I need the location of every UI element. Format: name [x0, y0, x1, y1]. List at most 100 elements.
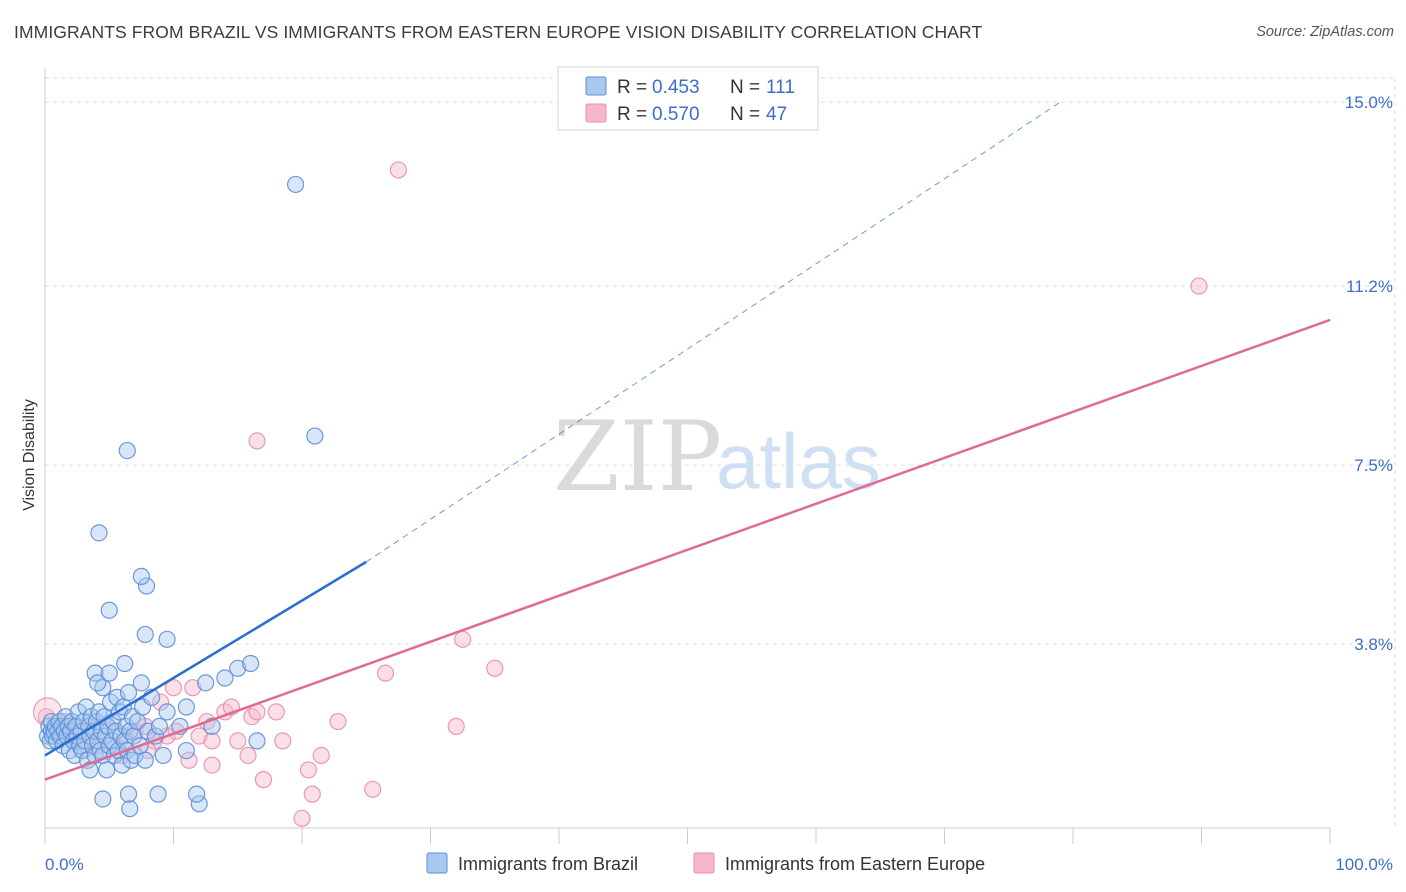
brazil-point — [132, 567, 150, 585]
watermark: ZIP atlas — [553, 401, 881, 513]
y-tick-label: 11.2% — [1346, 277, 1393, 296]
brazil-point — [149, 785, 167, 803]
brazil-point — [40, 717, 58, 735]
eastern-europe-trend-line — [44, 318, 1331, 781]
x-tick-label-min: 0.0% — [45, 855, 84, 874]
brazil-trend-line — [44, 560, 367, 757]
source-credit: Source: ZipAtlas.com — [1256, 24, 1394, 40]
brazil-point — [150, 717, 168, 735]
brazil-trend-extension — [365, 101, 1061, 563]
eastern-europe-point — [152, 693, 170, 711]
brazil-point — [94, 790, 112, 808]
brazil-point — [229, 659, 247, 677]
legend-n-label-brazil: N = — [730, 77, 760, 98]
bottom-legend-swatch-eastern-europe — [693, 852, 715, 874]
brazil-point — [137, 577, 156, 595]
brazil-point — [116, 732, 134, 750]
legend-n-label-eastern-europe: N = — [730, 104, 760, 125]
brazil-point — [118, 441, 136, 460]
eastern-europe-point — [164, 679, 183, 697]
bottom-legend: Immigrants from Brazil Immigrants from E… — [426, 852, 985, 874]
brazil-point — [132, 674, 150, 692]
legend-n-value-eastern-europe: 47 — [766, 104, 787, 125]
bottom-legend-swatch-brazil — [426, 852, 448, 874]
brazil-point — [90, 703, 108, 721]
eastern-europe-point — [1190, 277, 1208, 295]
legend-r-value-brazil: 0.453 — [652, 77, 700, 98]
tick-labels: 3.8% 7.5% 11.2% 15.0% 0.0% 100.0% — [45, 93, 1393, 874]
brazil-point — [216, 669, 234, 687]
trend-lines — [44, 101, 1331, 781]
brazil-point — [94, 679, 112, 697]
eastern-europe-point — [312, 746, 330, 765]
chart-title: IMMIGRANTS FROM BRAZIL VS IMMIGRANTS FRO… — [14, 22, 983, 42]
eastern-europe-point — [267, 703, 285, 721]
brazil-point — [242, 654, 260, 673]
brazil-point — [306, 427, 324, 445]
brazil-point — [119, 683, 138, 702]
brazil-point — [248, 732, 266, 750]
watermark-zip-text: ZIP — [553, 401, 722, 513]
legend-r-value-eastern-europe: 0.570 — [652, 104, 700, 125]
brazil-point — [100, 664, 118, 682]
brazil-point — [177, 741, 195, 760]
eastern-europe-point — [243, 708, 261, 726]
x-tick-label-max: 100.0% — [1335, 855, 1393, 874]
watermark-atlas-text: atlas — [716, 417, 881, 505]
series-brazil-points — [38, 175, 324, 818]
brazil-point — [197, 674, 215, 692]
brazil-point — [89, 674, 107, 692]
bottom-legend-label-eastern-europe: Immigrants from Eastern Europe — [725, 854, 985, 874]
top-legend: R = 0.453 N = 111 R = 0.570 N = 47 — [557, 66, 819, 131]
eastern-europe-point — [203, 732, 221, 750]
brazil-point — [121, 800, 139, 818]
eastern-europe-point — [274, 732, 292, 750]
eastern-europe-point — [293, 809, 311, 827]
eastern-europe-point — [329, 712, 347, 731]
brazil-point — [136, 625, 154, 644]
axes — [44, 68, 1331, 844]
brazil-point — [53, 717, 71, 735]
legend-n-value-brazil: 111 — [766, 77, 795, 98]
brazil-point — [95, 708, 113, 726]
eastern-europe-point — [203, 756, 221, 774]
eastern-europe-point — [389, 161, 407, 179]
bottom-legend-label-brazil: Immigrants from Brazil — [458, 854, 638, 874]
eastern-europe-point — [239, 746, 257, 765]
legend-r-label-eastern-europe: R = — [617, 104, 647, 125]
legend-swatch-brazil — [585, 76, 607, 96]
brazil-point — [190, 795, 208, 813]
eastern-europe-point — [454, 630, 472, 648]
y-tick-label: 7.5% — [1354, 456, 1393, 475]
y-tick-label: 3.8% — [1354, 635, 1393, 654]
eastern-europe-point — [303, 785, 321, 803]
brazil-point — [116, 654, 134, 673]
eastern-europe-point — [254, 771, 273, 789]
brazil-point — [100, 601, 118, 619]
brazil-point — [158, 703, 176, 721]
eastern-europe-point — [364, 780, 382, 798]
brazil-point — [136, 751, 154, 769]
eastern-europe-point — [190, 727, 208, 745]
brazil-point — [98, 761, 116, 779]
legend-swatch-eastern-europe — [585, 103, 607, 123]
y-tick-label: 15.0% — [1345, 93, 1393, 112]
brazil-point — [60, 741, 79, 760]
eastern-europe-point — [184, 679, 202, 697]
brazil-point — [73, 741, 91, 760]
eastern-europe-point — [486, 659, 504, 677]
eastern-europe-point — [229, 732, 247, 750]
brazil-point — [158, 630, 176, 648]
brazil-point — [86, 664, 104, 682]
legend-r-label-brazil: R = — [617, 77, 647, 98]
eastern-europe-point — [299, 761, 318, 779]
y-axis-title: Vision Disability — [21, 399, 38, 511]
brazil-point — [103, 732, 121, 750]
brazil-point — [119, 785, 138, 803]
brazil-point — [286, 175, 305, 194]
eastern-europe-point — [248, 432, 266, 450]
eastern-europe-point — [180, 751, 198, 769]
brazil-point — [90, 524, 108, 542]
brazil-point — [177, 698, 195, 716]
